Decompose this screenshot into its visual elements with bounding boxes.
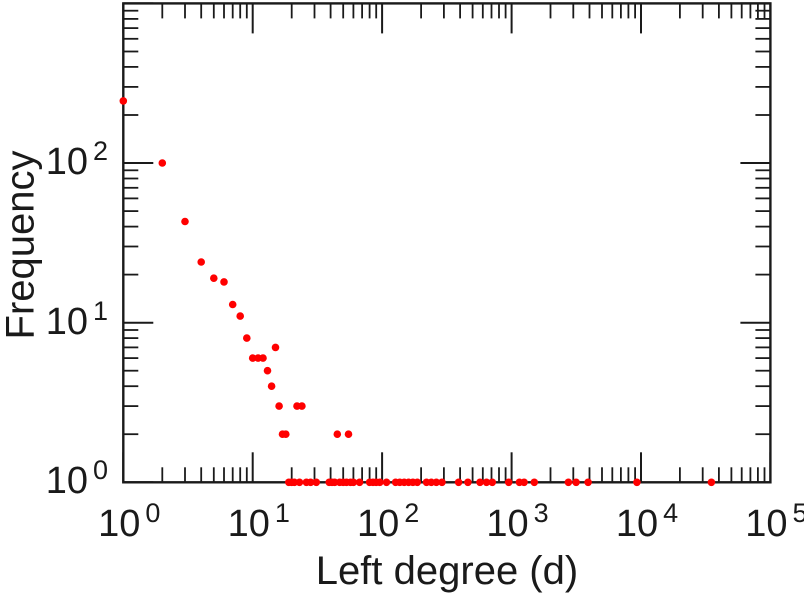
- data-point: [476, 478, 484, 487]
- data-point: [158, 159, 167, 167]
- data-point: [119, 97, 128, 105]
- tick-base: 10: [227, 503, 270, 545]
- data-point: [530, 478, 539, 487]
- x-tick-label: 10 4: [615, 498, 678, 547]
- data-point: [333, 430, 342, 439]
- tick-base: 10: [356, 503, 400, 545]
- tick-exponent: 2: [404, 498, 420, 528]
- data-point: [275, 402, 283, 410]
- x-tick-label: 10 5: [745, 498, 804, 547]
- data-point: [210, 274, 218, 283]
- data-point: [220, 278, 228, 286]
- data-point: [248, 354, 257, 362]
- y-tick-label: 10 0: [0, 455, 108, 504]
- data-point: [504, 478, 513, 487]
- data-point: [564, 478, 573, 487]
- data-point: [382, 478, 391, 487]
- data-point: [312, 478, 321, 487]
- tick-base: 10: [45, 300, 88, 343]
- tick-exponent: 1: [92, 295, 108, 326]
- x-tick-label: 10 3: [486, 498, 548, 547]
- y-tick-label: 10 1: [0, 296, 108, 345]
- y-axis-title: Frequency: [0, 150, 43, 340]
- data-point: [432, 478, 441, 487]
- tick-base: 10: [615, 503, 659, 545]
- data-point: [413, 478, 422, 487]
- tick-base: 10: [45, 460, 88, 503]
- x-axis-title: Left degree (d): [315, 549, 579, 593]
- data-point: [181, 217, 189, 226]
- tick-exponent: 4: [663, 498, 679, 528]
- data-point: [197, 258, 205, 266]
- data-point: [584, 478, 592, 487]
- tick-exponent: 0: [92, 455, 108, 486]
- data-point: [243, 334, 251, 342]
- data-point: [298, 402, 306, 410]
- tick-exponent: 0: [145, 498, 161, 528]
- x-tick-label: 10 0: [98, 498, 160, 547]
- data-point: [488, 478, 497, 487]
- data-point: [306, 478, 315, 487]
- data-point: [707, 478, 716, 487]
- data-point: [633, 478, 641, 487]
- tick-exponent: 5: [792, 498, 804, 528]
- data-point: [267, 382, 276, 391]
- data-point: [572, 478, 580, 487]
- tick-exponent: 3: [533, 498, 549, 528]
- data-point: [355, 478, 364, 487]
- tick-exponent: 2: [92, 136, 108, 167]
- plot-frame: [122, 2, 772, 484]
- data-point: [282, 430, 290, 439]
- x-tick-label: 10 2: [356, 498, 419, 547]
- data-point: [482, 478, 491, 487]
- tick-base: 10: [98, 503, 141, 545]
- tick-exponent: 1: [274, 498, 290, 528]
- data-point: [259, 354, 267, 362]
- tick-base: 10: [45, 141, 88, 184]
- data-point: [263, 366, 272, 375]
- data-point: [344, 430, 353, 439]
- data-point: [520, 478, 528, 487]
- tick-base: 10: [486, 503, 529, 545]
- data-point: [376, 478, 384, 487]
- data-point: [349, 478, 358, 487]
- y-tick-label: 10 2: [0, 136, 108, 185]
- data-point: [438, 478, 446, 487]
- x-tick-label: 10 1: [227, 498, 290, 547]
- data-point: [454, 478, 463, 487]
- data-point: [271, 343, 280, 352]
- tick-base: 10: [745, 503, 788, 545]
- data-point: [295, 478, 304, 487]
- data-point: [228, 300, 237, 309]
- data-point: [236, 312, 244, 320]
- data-point: [464, 478, 472, 487]
